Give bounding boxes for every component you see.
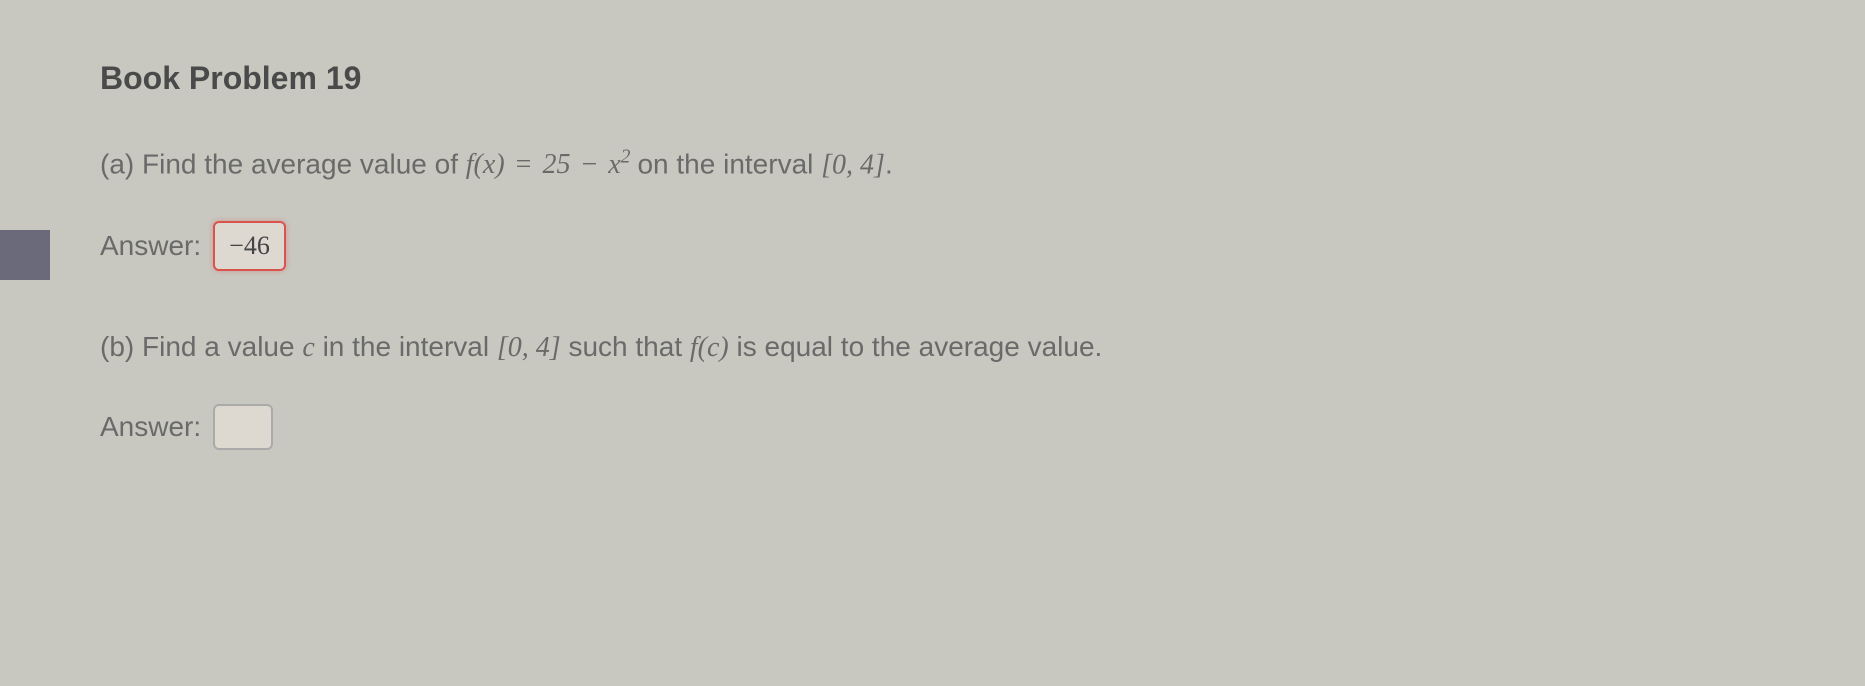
part-a-answer-label: Answer: (100, 230, 201, 262)
func-var: x (608, 149, 620, 180)
problem-title: Book Problem 19 (100, 60, 1765, 97)
problem-container: Book Problem 19 (a) Find the average val… (80, 40, 1785, 470)
part-b-answer-input[interactable] (213, 404, 273, 450)
func-const: 25 (542, 149, 570, 180)
part-b: (b) Find a value c in the interval [0, 4… (100, 331, 1765, 364)
part-b-answer-row: Answer: (100, 404, 1765, 450)
part-a-prompt-prefix: Find the average value of (142, 148, 466, 179)
part-a-math: f(x) = 25 − x2 (466, 149, 638, 180)
func-minus: − (574, 149, 604, 180)
part-b-prompt-mid2: such that (568, 331, 689, 362)
part-b-func-fc: f(c) (690, 332, 729, 363)
part-b-var-c: c (302, 332, 314, 363)
func-exp: 2 (621, 147, 631, 168)
part-b-prompt-mid1: in the interval (323, 331, 497, 362)
part-a-prompt-suffix: . (885, 148, 893, 179)
part-b-prompt-suffix: is equal to the average value. (737, 331, 1103, 362)
part-b-answer-label: Answer: (100, 411, 201, 443)
part-a: (a) Find the average value of f(x) = 25 … (100, 147, 1765, 181)
part-b-interval: [0, 4] (497, 332, 561, 363)
part-a-interval: [0, 4] (821, 149, 885, 180)
part-a-answer-input[interactable]: −46 (213, 221, 286, 271)
part-a-label: (a) (100, 148, 134, 179)
part-a-prompt-middle: on the interval (637, 148, 821, 179)
func-eq: = (509, 149, 539, 180)
part-b-label: (b) (100, 331, 134, 362)
func-lhs: f(x) (466, 149, 505, 180)
part-b-prompt-prefix: Find a value (142, 331, 302, 362)
side-tab[interactable] (0, 230, 50, 280)
part-a-answer-row: Answer: −46 (100, 221, 1765, 271)
